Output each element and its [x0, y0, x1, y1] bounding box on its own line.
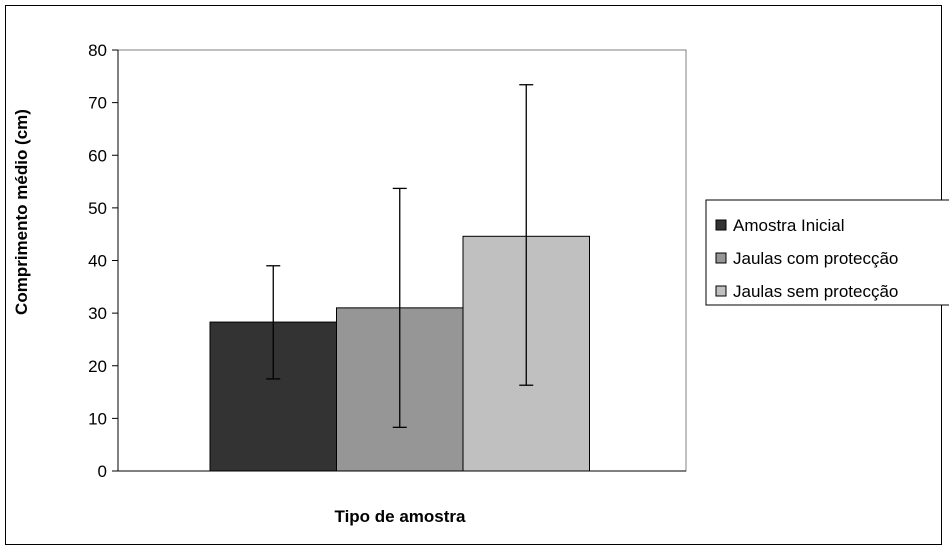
legend: Amostra Inicial Jaulas com protecção Jaula…: [705, 199, 949, 306]
y-tick-label: 10: [88, 409, 107, 428]
y-tick-label: 20: [88, 357, 107, 376]
y-tick-label: 30: [88, 304, 107, 323]
x-axis-title: Tipo de amostra: [335, 507, 467, 526]
y-tick-label: 0: [98, 462, 107, 481]
y-tick-label: 50: [88, 199, 107, 218]
legend-label: Jaulas com protecção: [733, 249, 898, 268]
legend-label: Jaulas sem protecção: [733, 282, 898, 301]
legend-swatch: [715, 252, 727, 264]
y-tick-label: 70: [88, 94, 107, 113]
legend-swatch: [715, 219, 727, 231]
legend-label: Amostra Inicial: [733, 216, 844, 235]
error-bars: [266, 84, 534, 428]
y-tick-label: 60: [88, 146, 107, 165]
legend-box: [705, 199, 949, 306]
y-tick-label: 40: [88, 252, 107, 271]
legend-swatch: [715, 285, 727, 297]
y-axis-title: Comprimento médio (cm): [12, 109, 31, 315]
y-tick-label: 80: [88, 41, 107, 60]
